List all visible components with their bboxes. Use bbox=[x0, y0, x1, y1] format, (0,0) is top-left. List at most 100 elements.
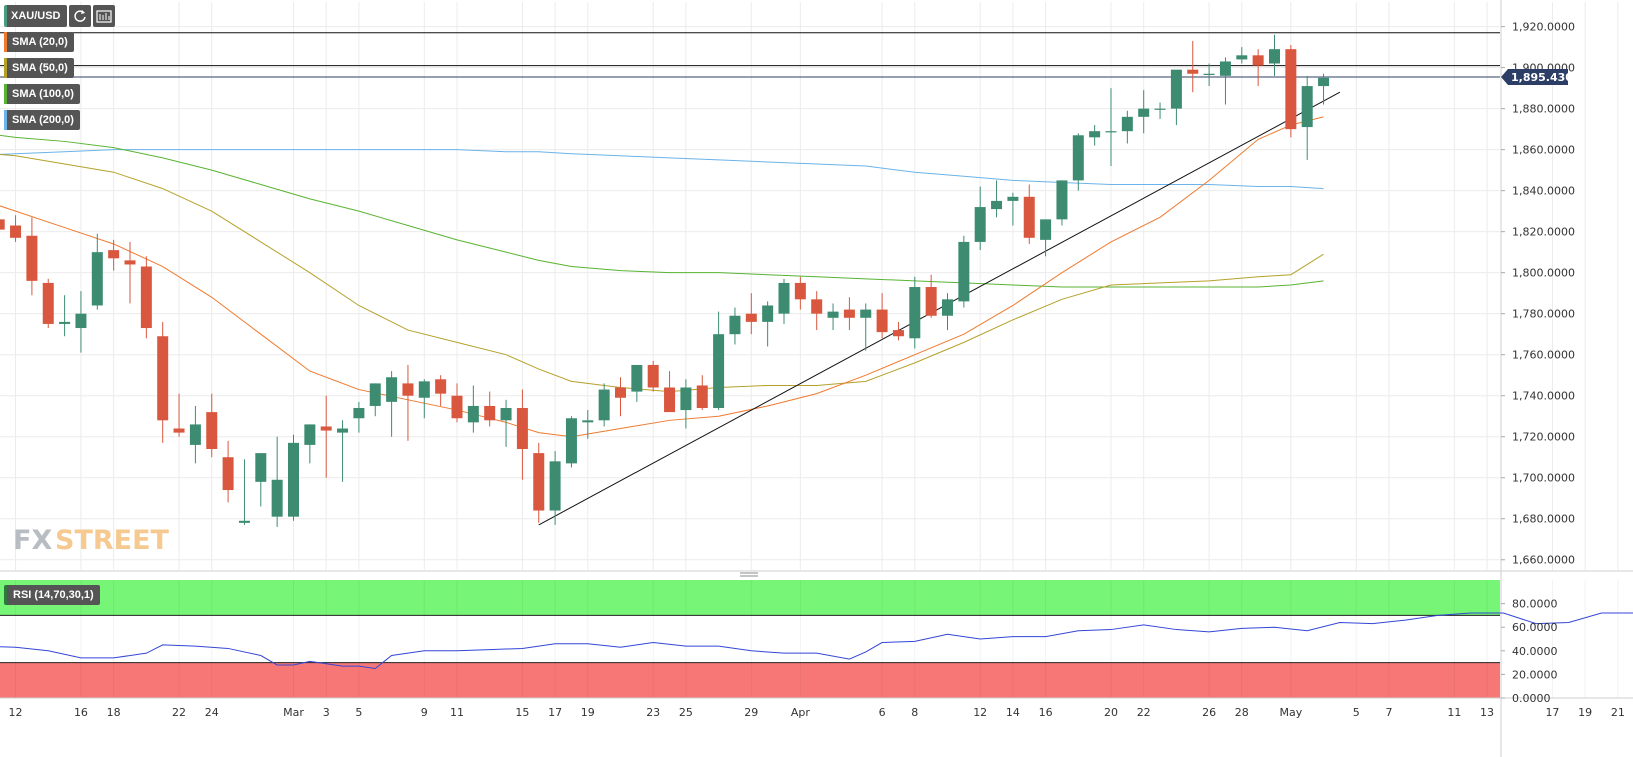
time-axis[interactable]: Feb101216182224Mar35911151719232529Apr68… bbox=[0, 706, 1633, 719]
candle-body bbox=[925, 287, 937, 316]
time-tick-label: 29 bbox=[744, 706, 758, 719]
rsi-tick-label: 80.0000 bbox=[1512, 598, 1558, 611]
time-tick-label: 15 bbox=[515, 706, 529, 719]
candle bbox=[827, 303, 839, 331]
candle bbox=[140, 256, 152, 339]
candle bbox=[467, 385, 479, 433]
candle bbox=[91, 233, 103, 310]
candle bbox=[1187, 40, 1199, 93]
candle-body bbox=[843, 309, 855, 318]
time-tick-label: 16 bbox=[74, 706, 88, 719]
price-tick-label: 1,680.0000 bbox=[1512, 513, 1575, 526]
chart-settings-icon[interactable] bbox=[92, 5, 115, 27]
price-tick-label: 1,860.0000 bbox=[1512, 144, 1575, 157]
candle-body bbox=[1301, 86, 1313, 128]
candle bbox=[1236, 47, 1248, 64]
candle bbox=[108, 239, 120, 271]
candle-body bbox=[516, 408, 528, 450]
candle bbox=[958, 235, 970, 308]
candle-body bbox=[238, 520, 250, 523]
rsi-tick-label: 0.0000 bbox=[1512, 692, 1551, 705]
legend-sma-100[interactable]: SMA (100,0) bbox=[4, 84, 80, 104]
symbol-label[interactable]: XAU/USD bbox=[4, 5, 67, 27]
time-tick-label: 5 bbox=[355, 706, 362, 719]
candle-body bbox=[0, 219, 5, 230]
legend-sma-50[interactable]: SMA (50,0) bbox=[4, 58, 74, 78]
candle-body bbox=[794, 282, 806, 300]
candle bbox=[729, 307, 741, 345]
candle-body bbox=[1187, 69, 1199, 74]
time-tick-label: 21 bbox=[1611, 706, 1625, 719]
candle-body bbox=[892, 330, 904, 337]
candle-body bbox=[1236, 55, 1248, 60]
price-tag-text: 1,895.4300 bbox=[1511, 71, 1581, 84]
horizontal-levels bbox=[0, 32, 1500, 78]
time-tick-label: 17 bbox=[1545, 706, 1559, 719]
price-tick-label: 1,740.0000 bbox=[1512, 390, 1575, 403]
rsi-axis: 80.0000 60.0000 40.0000 20.0000 0.0000 bbox=[1501, 598, 1558, 705]
time-tick-label: 5 bbox=[1353, 706, 1360, 719]
candle bbox=[1056, 180, 1068, 226]
price-tick-label: 1,700.0000 bbox=[1512, 472, 1575, 485]
time-tick-label: 19 bbox=[581, 706, 595, 719]
candle-body bbox=[1056, 180, 1068, 220]
candle-body bbox=[664, 387, 676, 413]
candle-body bbox=[288, 442, 299, 517]
svg-text:FX: FX bbox=[13, 525, 52, 556]
candle bbox=[1007, 192, 1019, 226]
candle-body bbox=[1252, 55, 1264, 66]
refresh-icon[interactable] bbox=[68, 5, 91, 27]
candle-body bbox=[353, 408, 365, 419]
candle bbox=[794, 276, 806, 310]
sma-100-line bbox=[0, 134, 1324, 288]
candle-body bbox=[124, 260, 136, 265]
svg-text:STREET: STREET bbox=[55, 525, 170, 556]
time-tick-label: 14 bbox=[1006, 706, 1020, 719]
price-tick-label: 1,760.0000 bbox=[1512, 349, 1575, 362]
rsi-tick-label: 40.0000 bbox=[1512, 645, 1558, 658]
legend-sma-200[interactable]: SMA (200,0) bbox=[4, 110, 80, 130]
candle bbox=[745, 293, 757, 335]
candle-body bbox=[59, 321, 71, 324]
time-tick-label: 7 bbox=[1385, 706, 1392, 719]
candle bbox=[582, 410, 594, 439]
sma-200-line bbox=[0, 149, 1324, 190]
candle-body bbox=[1007, 196, 1019, 201]
candle-body bbox=[1269, 49, 1280, 64]
candle-body bbox=[827, 311, 839, 318]
time-tick-label: 9 bbox=[421, 706, 428, 719]
candle bbox=[1301, 75, 1313, 160]
candle-body bbox=[762, 305, 774, 322]
candle bbox=[157, 321, 169, 443]
price-axis[interactable]: 1,920.00001,900.00001,880.00001,860.0000… bbox=[1501, 21, 1575, 567]
candle-body bbox=[271, 479, 283, 517]
candle bbox=[549, 451, 561, 525]
sma-20-swatch bbox=[4, 32, 7, 52]
candle bbox=[1203, 63, 1215, 87]
candle-body bbox=[1154, 108, 1166, 110]
price-tick-label: 1,660.0000 bbox=[1512, 554, 1575, 567]
legend-sma-20[interactable]: SMA (20,0) bbox=[4, 32, 74, 52]
legend-sma-200-label: SMA (200,0) bbox=[12, 114, 74, 126]
time-tick-label: Apr bbox=[791, 706, 811, 719]
candle bbox=[892, 321, 904, 341]
candle bbox=[778, 278, 790, 324]
legend-rsi[interactable]: RSI (14,70,30,1) bbox=[4, 585, 100, 605]
candle bbox=[1252, 49, 1264, 87]
time-tick-label: 25 bbox=[679, 706, 693, 719]
sma-20-line bbox=[0, 116, 1324, 438]
candle-body bbox=[75, 313, 87, 329]
candle bbox=[1170, 69, 1182, 126]
rsi-line bbox=[0, 612, 1633, 670]
main-pane-background bbox=[0, 0, 1500, 570]
time-tick-label: 13 bbox=[1480, 706, 1494, 719]
candle bbox=[811, 291, 823, 331]
candle-body bbox=[1219, 61, 1231, 76]
candle-body bbox=[974, 207, 986, 242]
time-tick-label: 16 bbox=[1039, 706, 1053, 719]
legend-sma-100-label: SMA (100,0) bbox=[12, 88, 74, 100]
candle bbox=[75, 291, 87, 353]
rsi-tick-label: 60.0000 bbox=[1512, 621, 1558, 634]
pane-splitter[interactable] bbox=[740, 572, 758, 577]
